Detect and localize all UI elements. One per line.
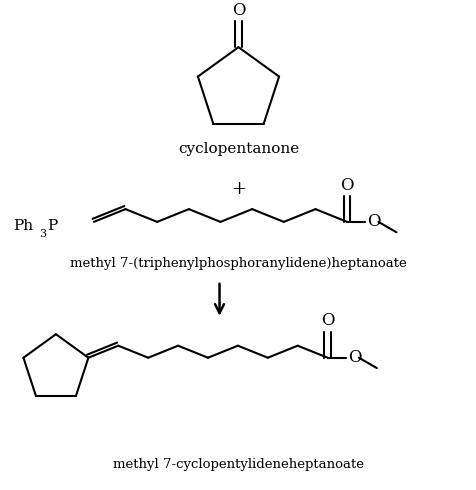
Text: O: O [347,349,361,366]
Text: methyl 7-(triphenylphosphoranylidene)heptanoate: methyl 7-(triphenylphosphoranylidene)hep… [70,257,406,270]
Text: Ph: Ph [13,219,33,233]
Text: P: P [47,219,58,233]
Text: cyclopentanone: cyclopentanone [178,142,298,156]
Text: O: O [231,2,245,19]
Text: +: + [230,180,246,198]
Text: methyl 7-cyclopentylideneheptanoate: methyl 7-cyclopentylideneheptanoate [113,458,363,471]
Text: O: O [367,213,380,230]
Text: O: O [320,313,334,329]
Text: 3: 3 [39,229,46,239]
Text: O: O [340,176,353,194]
